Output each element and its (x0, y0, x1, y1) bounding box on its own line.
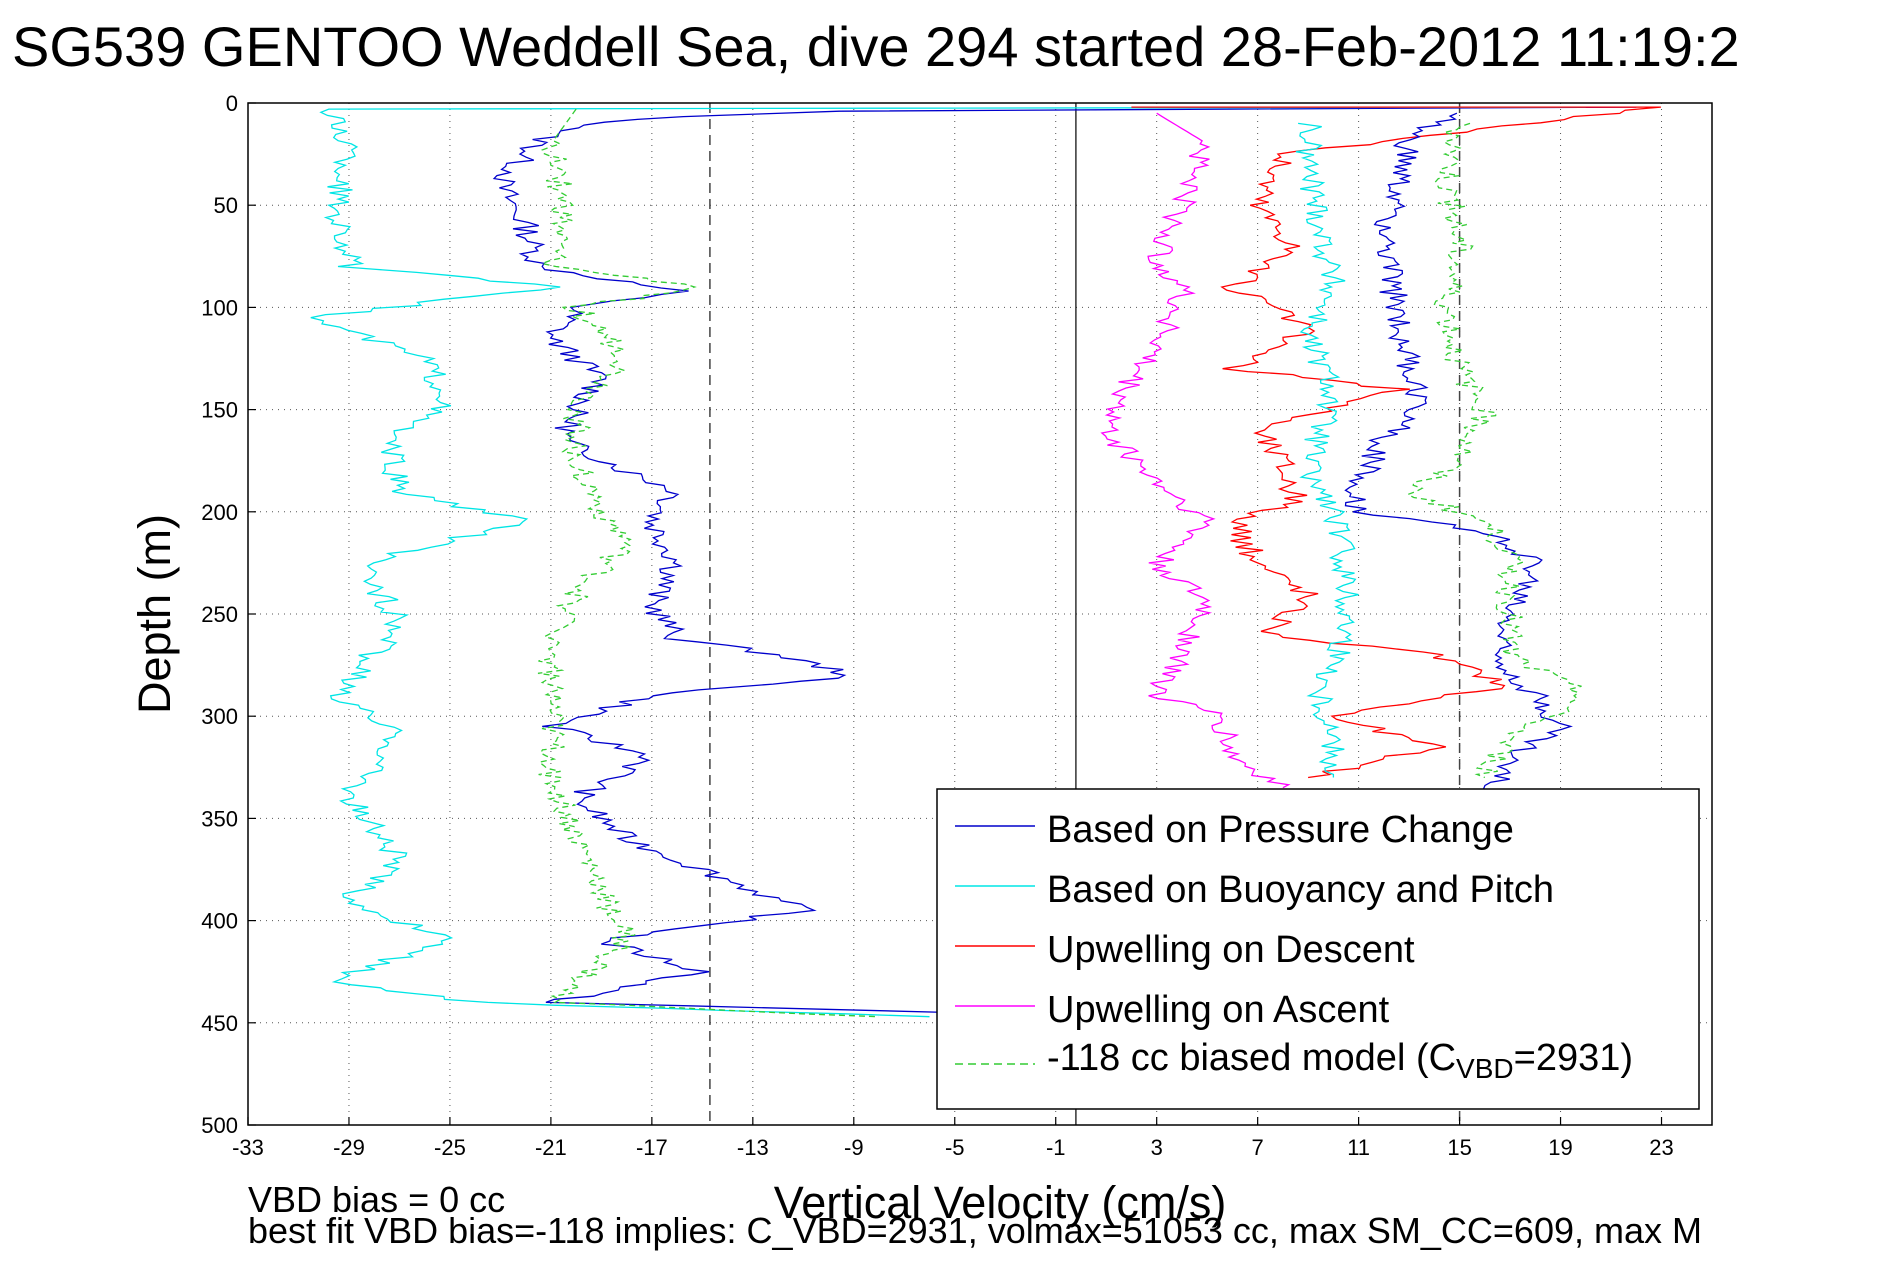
y-tick-label: 250 (201, 602, 238, 627)
x-tick-label: -21 (535, 1135, 567, 1160)
legend-label-model-suffix: =2931) (1514, 1037, 1633, 1079)
x-tick-label: -13 (737, 1135, 769, 1160)
y-tick-label: 450 (201, 1011, 238, 1036)
x-tick-label: -25 (434, 1135, 466, 1160)
series-line (1131, 106, 1661, 779)
x-tick-label: -5 (945, 1135, 965, 1160)
x-tick-label: 19 (1548, 1135, 1572, 1160)
x-tick-label: 7 (1252, 1135, 1264, 1160)
x-tick-label: 15 (1447, 1135, 1471, 1160)
y-axis-label: Depth (m) (129, 514, 180, 714)
series-group (310, 106, 1661, 1018)
series-line (492, 106, 1637, 1014)
series-line (537, 108, 880, 1018)
x-tick-label: -1 (1046, 1135, 1066, 1160)
legend-label-model: -118 cc biased model (CVBD=2931) (1047, 1037, 1633, 1084)
y-tick-label: 500 (201, 1113, 238, 1138)
vbd-bias-note: VBD bias = 0 cc (248, 1179, 505, 1220)
series-line (1295, 122, 1359, 778)
y-tick-label: 300 (201, 704, 238, 729)
series-line (1344, 112, 1573, 799)
x-tick-label: -33 (232, 1135, 264, 1160)
series-line (1100, 112, 1291, 789)
y-tick-label: 100 (201, 295, 238, 320)
ticks: -33 -29 -25 -21 -17 -13 -9 -5 -1 3 7 11 15 19 23050100… (201, 91, 1673, 1160)
x-tick-label: 23 (1649, 1135, 1673, 1160)
best-fit-note: best fit VBD bias=-118 implies: C_VBD=29… (248, 1210, 1702, 1251)
x-tick-label: -9 (844, 1135, 864, 1160)
x-axis-label: Vertical Velocity (cm/s) (774, 1177, 1227, 1228)
x-tick-label: -29 (333, 1135, 365, 1160)
y-tick-label: 50 (214, 193, 238, 218)
y-tick-label: 400 (201, 909, 238, 934)
x-tick-label: 3 (1151, 1135, 1163, 1160)
y-tick-label: 150 (201, 398, 238, 423)
y-tick-label: 0 (226, 91, 238, 116)
legend: Based on Pressure Change Based on Buoyan… (936, 788, 1700, 1110)
legend-label-descent: Upwelling on Descent (1047, 929, 1415, 971)
legend-label-ascent: Upwelling on Ascent (1047, 989, 1390, 1031)
legend-box (936, 788, 1700, 1110)
series-line (1406, 122, 1582, 779)
x-tick-label: -17 (636, 1135, 668, 1160)
series-line (310, 106, 1586, 1018)
x-tick-label: 11 (1347, 1135, 1370, 1160)
legend-label-model-sub: VBD (1456, 1053, 1514, 1084)
y-tick-label: 200 (201, 500, 238, 525)
y-tick-label: 350 (201, 806, 238, 831)
chart-title: SG539 GENTOO Weddell Sea, dive 294 start… (12, 15, 1740, 78)
legend-label-buoyancy: Based on Buoyancy and Pitch (1047, 869, 1554, 911)
legend-label-model-prefix: -118 cc biased model (C (1047, 1037, 1456, 1079)
legend-label-pressure: Based on Pressure Change (1047, 809, 1514, 851)
